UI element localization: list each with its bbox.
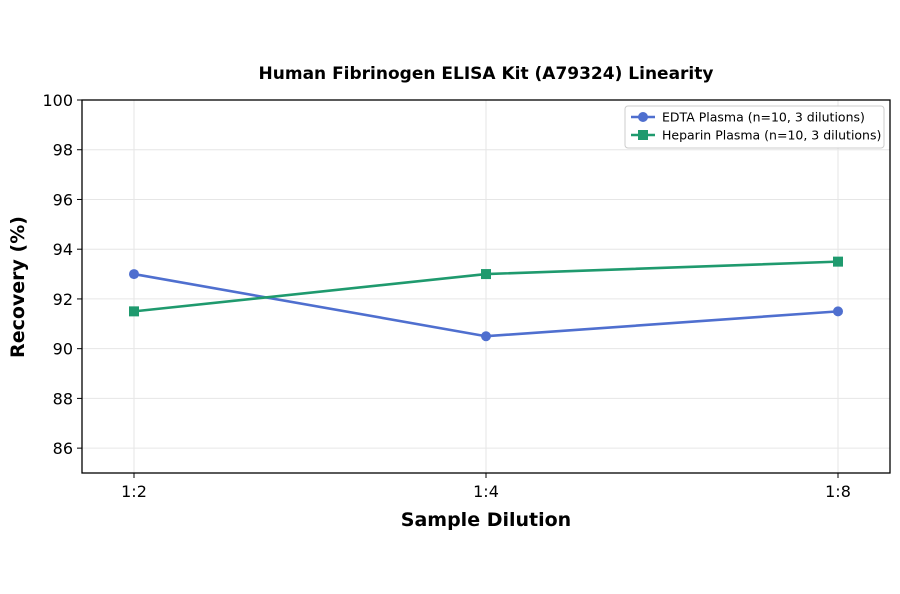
y-tick-label: 90 [53,340,73,359]
legend-entry: Heparin Plasma (n=10, 3 dilutions) [631,128,881,143]
y-tick-label: 94 [53,240,73,259]
y-tick-label: 96 [53,190,73,209]
legend-square-marker [638,130,648,140]
legend-circle-marker [638,112,648,122]
y-tick-label: 86 [53,439,73,458]
edta-data-point [129,269,139,280]
series-edta-plasma [129,269,843,342]
series-heparin-plasma [129,256,843,317]
y-tick-label: 98 [53,141,73,160]
x-tick-label: 1:2 [121,482,147,501]
x-tick-label: 1:8 [825,482,851,501]
chart-title: Human Fibrinogen ELISA Kit (A79324) Line… [259,64,714,84]
x-tick-label: 1:4 [473,482,499,501]
legend-label: Heparin Plasma (n=10, 3 dilutions) [662,128,881,143]
edta-data-point [833,306,843,317]
edta-data-point [481,331,491,342]
grid [82,99,890,473]
heparin-data-point [833,256,843,267]
y-axis-label: Recovery (%) [7,216,29,358]
x-axis-label: Sample Dilution [401,509,571,531]
y-tick-label: 88 [53,389,73,408]
legend-entry: EDTA Plasma (n=10, 3 dilutions) [631,110,865,125]
y-tick-label: 100 [42,91,73,110]
legend-box [624,105,885,149]
legend-label: EDTA Plasma (n=10, 3 dilutions) [662,110,865,125]
y-axis: 86 88 90 92 94 96 98 100 [42,91,82,458]
heparin-data-point [481,269,491,280]
y-tick-label: 92 [53,290,73,309]
x-axis: 1:2 1:4 1:8 [121,473,851,501]
heparin-data-point [129,306,139,317]
series-group [129,256,843,342]
legend: EDTA Plasma (n=10, 3 dilutions) Heparin P… [624,105,885,149]
